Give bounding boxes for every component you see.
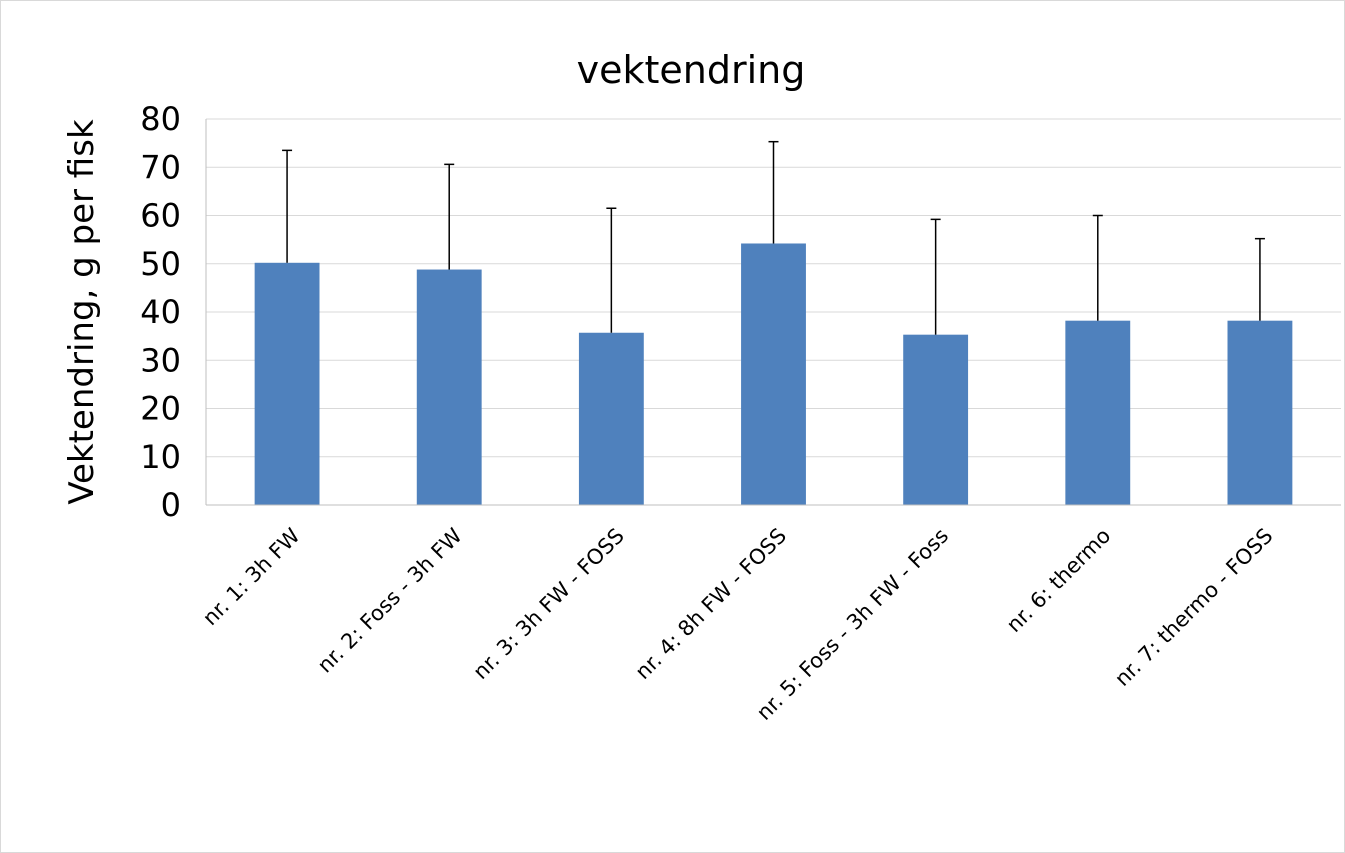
y-tick-label: 40	[140, 293, 181, 331]
bar-6	[1065, 320, 1131, 505]
y-tick-label: 30	[140, 341, 181, 379]
y-tick-label: 60	[140, 197, 181, 235]
error-bars	[282, 140, 1265, 335]
bar-1	[254, 262, 320, 505]
x-tick-label-7: nr. 7: thermo - FOSS	[1110, 524, 1277, 691]
x-tick-label-6: nr. 6: thermo	[1002, 524, 1116, 638]
y-tick-label: 0	[161, 486, 181, 524]
x-tick-label-4: nr. 4: 8h FW - FOSS	[631, 524, 791, 684]
y-tick-label: 20	[140, 390, 181, 428]
x-tick-label-1: nr. 1: 3h FW	[198, 523, 305, 630]
bar-3	[578, 332, 644, 505]
bar-4	[741, 243, 806, 506]
bar-2	[416, 269, 482, 505]
bar-7	[1227, 320, 1293, 505]
axes	[205, 119, 1341, 506]
bars	[254, 243, 1293, 506]
y-axis-label: Vektendring, g per fisk	[62, 119, 102, 505]
x-tick-label-5: nr. 5: Foss - 3h FW - Foss	[752, 524, 953, 725]
x-tick-label-3: nr. 3: 3h FW - FOSS	[468, 524, 628, 684]
y-tick-label: 80	[140, 100, 181, 138]
x-tick-labels: nr. 1: 3h FW nr. 2: Foss - 3h FW nr. 3: 3h…	[198, 523, 1277, 724]
y-tick-labels: 0 10 20 30 40 50 60 70 80	[140, 100, 181, 524]
y-tick-label: 70	[140, 148, 181, 186]
chart-title: vektendring	[577, 48, 806, 92]
x-tick-label-2: nr. 2: Foss - 3h FW	[313, 523, 467, 677]
bar-5	[903, 334, 969, 505]
y-tick-label: 50	[140, 245, 181, 283]
y-tick-label: 10	[140, 438, 181, 476]
